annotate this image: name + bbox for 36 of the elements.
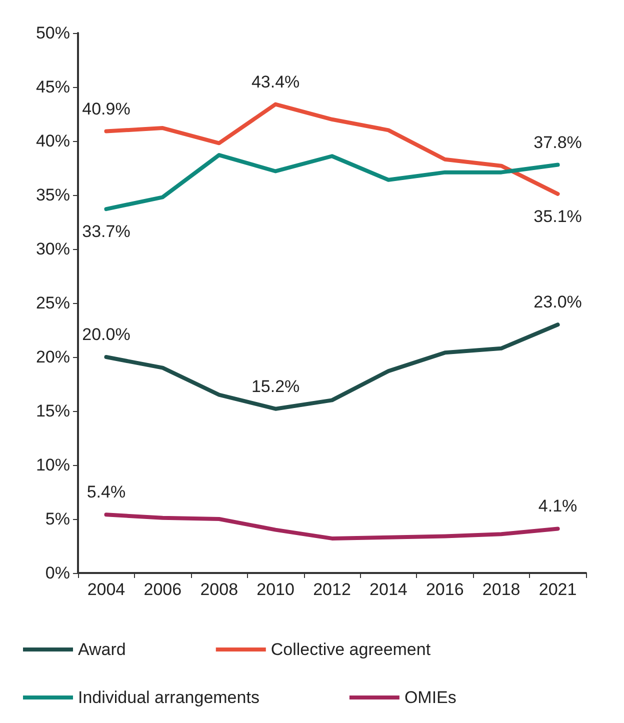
- y-tick-label: 45%: [36, 78, 70, 96]
- x-tick-label: 2004: [87, 580, 126, 599]
- legend-label: Award: [78, 640, 126, 659]
- data-label: 40.9%: [82, 99, 130, 118]
- y-tick-label: 25%: [36, 294, 70, 312]
- line-series: [104, 153, 560, 212]
- y-tick-label: 5%: [45, 510, 70, 528]
- x-tick-label: 2006: [144, 580, 182, 599]
- legend-label: OMIEs: [404, 688, 456, 707]
- data-label: 37.8%: [534, 132, 582, 152]
- y-tick-label: 50%: [36, 24, 70, 42]
- data-label: 43.4%: [251, 72, 300, 92]
- x-tick-label: 2012: [313, 580, 351, 599]
- x-tick-label: 2010: [256, 580, 294, 599]
- y-tick-label: 15%: [36, 402, 70, 420]
- data-label: 35.1%: [534, 206, 582, 226]
- y-tick-label: 20%: [36, 348, 70, 366]
- y-tick-label: 0%: [45, 564, 70, 582]
- y-tick-label: 40%: [36, 132, 70, 150]
- data-label: 15.2%: [251, 376, 300, 396]
- x-tick-label: 2018: [482, 580, 520, 599]
- x-tick-label: 2021: [538, 580, 577, 599]
- data-label: 5.4%: [86, 482, 126, 502]
- line-series: [104, 512, 560, 540]
- data-label: 4.1%: [538, 496, 578, 516]
- legend-label: Individual arrangements: [78, 688, 260, 707]
- y-tick-label: 30%: [36, 240, 70, 258]
- legend-label: Collective agreement: [270, 640, 431, 659]
- x-tick-label: 2016: [426, 580, 464, 599]
- data-label: 33.7%: [82, 222, 130, 242]
- y-tick-label: 10%: [36, 456, 70, 474]
- x-tick-label: 2008: [200, 580, 238, 599]
- y-tick-label: 35%: [36, 186, 70, 204]
- data-label: 23.0%: [534, 292, 582, 312]
- x-tick-label: 2014: [370, 580, 408, 599]
- data-label: 20.0%: [82, 325, 130, 344]
